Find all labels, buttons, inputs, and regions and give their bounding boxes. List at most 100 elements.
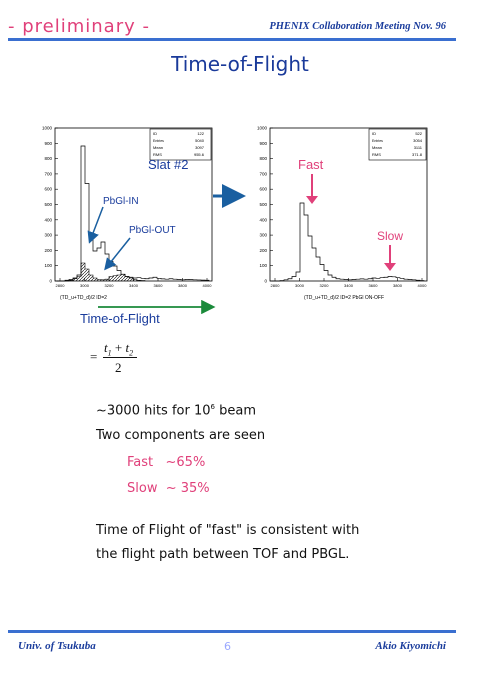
y-tick-label: 500 (259, 202, 267, 207)
formula-plus: + (114, 340, 123, 355)
left-y-ticks: 0 100 200 300 400 500 600 700 800 900 1000 (42, 126, 58, 284)
pbgl-in-label: PbGl-IN (103, 196, 139, 207)
formula-fraction-bar (103, 357, 137, 358)
x-tick-label: 2800 (271, 283, 281, 288)
y-tick-label: 900 (44, 141, 52, 146)
right-stats-mean-value: 3111 (414, 145, 423, 150)
page-number: 6 (224, 640, 231, 653)
x-tick-label: 4000 (418, 283, 428, 288)
consistency-line-1: Time of Flight of "fast" is consistent w… (96, 523, 360, 538)
formula-denominator: 2 (115, 360, 122, 375)
hits-text: ~3000 hits for 10 (96, 403, 211, 419)
y-tick-label: 800 (259, 156, 267, 161)
fast-label: Fast (298, 157, 324, 172)
fast-arrow-icon (306, 196, 318, 204)
meeting-header: PHENIX Collaboration Meeting Nov. 96 (269, 21, 446, 32)
slat-label: Slat #2 (148, 157, 188, 172)
right-y-ticks: 0 100 200 300 400 500 600 700 800 900 1000 (257, 126, 273, 284)
pbgl-out-arrow (104, 237, 131, 271)
right-stats-box: ID 522 Entries 3054 Mean 3111 RMS 371.8 (368, 128, 427, 161)
hits-suffix: beam (214, 403, 256, 419)
right-stats-entries-value: 3054 (413, 138, 423, 143)
left-stats-mean-label: Mean (153, 145, 163, 150)
right-stats-id-label: ID (372, 131, 376, 136)
y-tick-label: 900 (259, 141, 267, 146)
right-stats-mean-label: Mean (372, 145, 382, 150)
slow-arrow-icon (384, 263, 396, 271)
pbgl-in-arrow (87, 206, 104, 244)
hits-line: ~3000 hits for 106 beam (96, 403, 256, 418)
footer-author: Akio Kiyomichi (375, 640, 446, 652)
y-tick-label: 200 (259, 248, 267, 253)
consistency-line-2: the flight path between TOF and PBGL. (96, 547, 350, 562)
x-tick-label: 3200 (320, 283, 330, 288)
right-stats-entries-label: Entries (372, 139, 383, 143)
x-tick-label: 3800 (393, 283, 403, 288)
formula-t2: t (125, 340, 130, 355)
left-x-axis-label: (TD_u+TD_d)/2 ID=2 (60, 295, 107, 301)
y-tick-label: 600 (44, 187, 52, 192)
left-stats-id-label: ID (153, 131, 157, 136)
left-histogram: 0 100 200 300 400 500 600 700 800 900 1000 2800 300… (42, 126, 213, 301)
left-stats-rms-label: RMS (153, 152, 162, 157)
x-tick-label: 3200 (105, 283, 115, 288)
y-tick-label: 800 (44, 156, 52, 161)
slow-label: Slow (377, 229, 403, 243)
y-tick-label: 500 (44, 202, 52, 207)
tof-label: Time-of-Flight (80, 311, 160, 326)
x-tick-label: 3800 (178, 283, 188, 288)
left-stats-entries-label: Entries (153, 139, 164, 143)
formula-equals: = (90, 349, 98, 364)
y-tick-label: 200 (44, 248, 52, 253)
x-tick-label: 3400 (129, 283, 139, 288)
formula-sub2: 2 (129, 348, 134, 358)
histogram-pbgl-out (57, 262, 146, 282)
right-stats-rms-value: 371.8 (412, 152, 423, 157)
y-tick-label: 400 (259, 217, 267, 222)
x-tick-label: 3600 (154, 283, 164, 288)
formula-sub1: 1 (107, 348, 112, 358)
y-tick-label: 100 (44, 263, 52, 268)
y-tick-label: 700 (44, 171, 52, 176)
bottom-rule (8, 630, 456, 633)
left-stats-box: ID 122 Entries 5040 Mean 3097 RMS 955.6 (149, 128, 212, 161)
pbgl-out-label: PbGl-OUT (129, 225, 176, 236)
fast-percentage: Fast ~65% (127, 455, 206, 470)
right-stats-id-value: 522 (415, 131, 422, 136)
y-tick-label: 100 (259, 263, 267, 268)
top-rule (8, 38, 456, 41)
y-tick-label: 0 (49, 279, 52, 284)
y-tick-label: 1000 (257, 126, 268, 131)
preliminary-label: - preliminary - (8, 16, 150, 37)
y-tick-label: 300 (259, 233, 267, 238)
footer-institution: Univ. of Tsukuba (18, 640, 96, 652)
y-tick-label: 300 (44, 233, 52, 238)
x-tick-label: 4000 (203, 283, 213, 288)
x-tick-label: 2800 (56, 283, 66, 288)
two-components-line: Two components are seen (96, 428, 266, 443)
page-title: Time-of-Flight (171, 52, 309, 76)
y-tick-label: 700 (259, 171, 267, 176)
hits-exponent: 6 (210, 403, 215, 411)
formula-t1: t (104, 340, 108, 355)
slow-percentage: Slow ~ 35% (127, 481, 210, 496)
y-tick-label: 0 (264, 279, 267, 284)
x-tick-label: 3400 (344, 283, 354, 288)
left-stats-entries-value: 5040 (195, 138, 205, 143)
y-tick-label: 1000 (42, 126, 53, 131)
right-histogram: 0 100 200 300 400 500 600 700 800 900 1000 2800 300… (257, 126, 428, 301)
right-stats-rms-label: RMS (372, 152, 381, 157)
left-stats-mean-value: 3097 (195, 145, 205, 150)
histogram-on-off (272, 202, 425, 282)
x-tick-label: 3000 (80, 283, 90, 288)
x-tick-label: 3600 (369, 283, 379, 288)
x-tick-label: 3000 (295, 283, 305, 288)
y-tick-label: 400 (44, 217, 52, 222)
left-stats-rms-value: 955.6 (194, 152, 205, 157)
right-x-axis-label: (TD_u+TD_d)/2 ID=2 PbGl ON-OFF (304, 295, 384, 301)
histogram-pbgl-in (57, 145, 210, 282)
left-stats-id-value: 122 (197, 131, 204, 136)
y-tick-label: 600 (259, 187, 267, 192)
formula-numerator: t1 + t2 (104, 340, 133, 358)
